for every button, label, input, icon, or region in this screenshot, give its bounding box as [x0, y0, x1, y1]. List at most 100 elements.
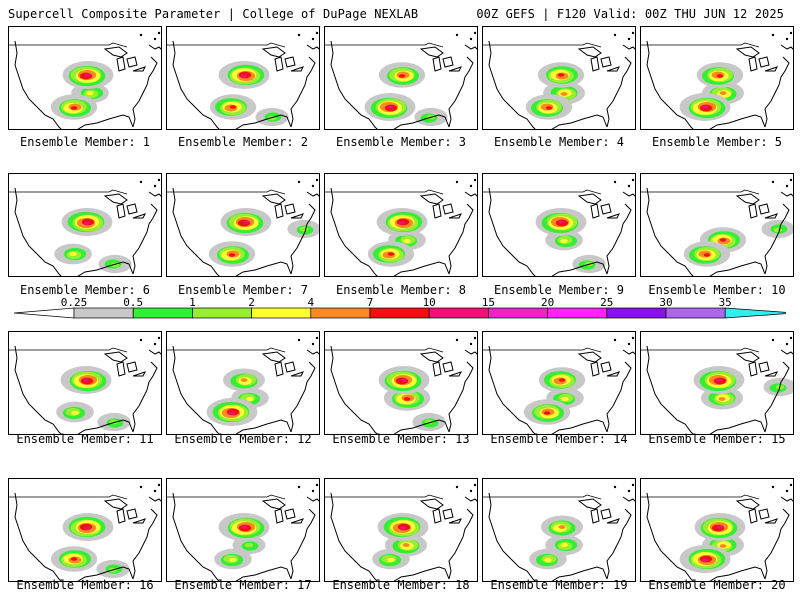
- island: [785, 184, 789, 188]
- scp-contour: [364, 93, 416, 121]
- border-line: [483, 189, 602, 195]
- scp-contour-ring: [560, 238, 568, 244]
- island: [455, 485, 459, 489]
- ensemble-member-map: [640, 26, 794, 130]
- border-line: [483, 494, 602, 500]
- border-line: [641, 347, 760, 353]
- lake-erie: [290, 66, 304, 72]
- east-coastline: [606, 44, 635, 128]
- lake-erie: [290, 371, 304, 377]
- west-coastline: [172, 345, 196, 413]
- gulf-coastline: [551, 419, 608, 434]
- scp-contour: [378, 366, 430, 394]
- island: [473, 336, 477, 340]
- scp-contour-ring: [718, 397, 726, 401]
- scp-contour: [218, 513, 270, 541]
- lake-erie: [606, 518, 620, 524]
- colorbar-tick-label: 30: [659, 298, 672, 309]
- us-map: [167, 31, 319, 129]
- ensemble-member-label: Ensemble Member: 12: [174, 432, 312, 446]
- scp-contour-ring: [242, 220, 250, 224]
- lake-superior: [419, 193, 444, 205]
- west-coastline: [330, 345, 354, 413]
- colorbar-tick-label: 4: [307, 298, 314, 309]
- scp-contour: [367, 241, 415, 267]
- ensemble-member-map: [324, 26, 478, 130]
- gulf-coastline: [709, 566, 766, 581]
- island: [297, 485, 301, 489]
- island: [771, 485, 775, 489]
- island: [315, 178, 319, 182]
- ensemble-member-label: Ensemble Member: 6: [19, 283, 151, 297]
- island: [473, 483, 477, 487]
- west-coastline: [14, 492, 38, 560]
- scp-contour-ring: [719, 91, 727, 95]
- lake-huron: [600, 56, 612, 68]
- scp-contour: [679, 93, 731, 121]
- island: [789, 483, 793, 487]
- scp-contour: [683, 241, 731, 267]
- lake-erie: [290, 213, 304, 219]
- scp-contour: [50, 546, 98, 572]
- border-line: [325, 42, 444, 48]
- lake-huron: [600, 508, 612, 520]
- scp-contour: [538, 367, 586, 393]
- lake-erie: [290, 518, 304, 524]
- island: [139, 33, 143, 37]
- lake-superior: [735, 351, 760, 363]
- scp-contour-ring: [402, 543, 410, 547]
- scp-contour-ring: [70, 557, 78, 561]
- scp-contour: [97, 412, 131, 432]
- mexico-coastline: [352, 106, 378, 129]
- ensemble-member-label: Ensemble Member: 17: [174, 578, 312, 592]
- mexico-coastline: [352, 253, 378, 276]
- east-coastline: [132, 496, 161, 580]
- island: [153, 342, 157, 346]
- us-map: [9, 336, 161, 434]
- scp-contour: [206, 398, 258, 426]
- scp-contour-ring: [719, 238, 727, 242]
- lake-superior: [103, 46, 128, 58]
- island: [469, 37, 473, 41]
- border-line: [641, 494, 760, 500]
- scp-contour: [62, 61, 114, 89]
- lake-erie: [448, 213, 462, 219]
- scp-contour-ring: [387, 557, 395, 563]
- us-map: [325, 31, 477, 129]
- scp-contour: [209, 94, 257, 120]
- scp-contour: [60, 366, 112, 394]
- gulf-coastline: [77, 261, 134, 276]
- ensemble-member-map: [166, 331, 320, 435]
- us-map: [483, 178, 635, 276]
- lake-erie: [132, 518, 146, 524]
- lake-huron: [126, 56, 138, 68]
- scp-contour: [693, 366, 745, 394]
- gulf-coastline: [393, 261, 450, 276]
- island: [315, 31, 319, 35]
- gulf-coastline: [709, 419, 766, 434]
- island: [139, 180, 143, 184]
- border-line: [9, 189, 128, 195]
- scp-contour-ring: [387, 252, 395, 256]
- lake-superior: [735, 46, 760, 58]
- ensemble-member-label: Ensemble Member: 3: [335, 135, 467, 149]
- scp-contour: [218, 61, 270, 89]
- border-line: [483, 347, 602, 353]
- island: [157, 31, 161, 35]
- lake-huron: [126, 203, 138, 215]
- east-coastline: [448, 44, 477, 128]
- border-line: [325, 494, 444, 500]
- west-coastline: [488, 492, 512, 560]
- ensemble-member-label: Ensemble Member: 4: [493, 135, 625, 149]
- border-line: [641, 42, 760, 48]
- scp-contour-ring: [399, 526, 407, 530]
- scp-contour-ring: [229, 557, 237, 563]
- lake-erie: [132, 371, 146, 377]
- border-line: [9, 42, 128, 48]
- island: [153, 489, 157, 493]
- lake-michigan: [748, 203, 758, 219]
- lake-erie: [764, 213, 778, 219]
- lake-michigan: [590, 203, 600, 219]
- west-coastline: [14, 187, 38, 255]
- west-coastline: [14, 345, 38, 413]
